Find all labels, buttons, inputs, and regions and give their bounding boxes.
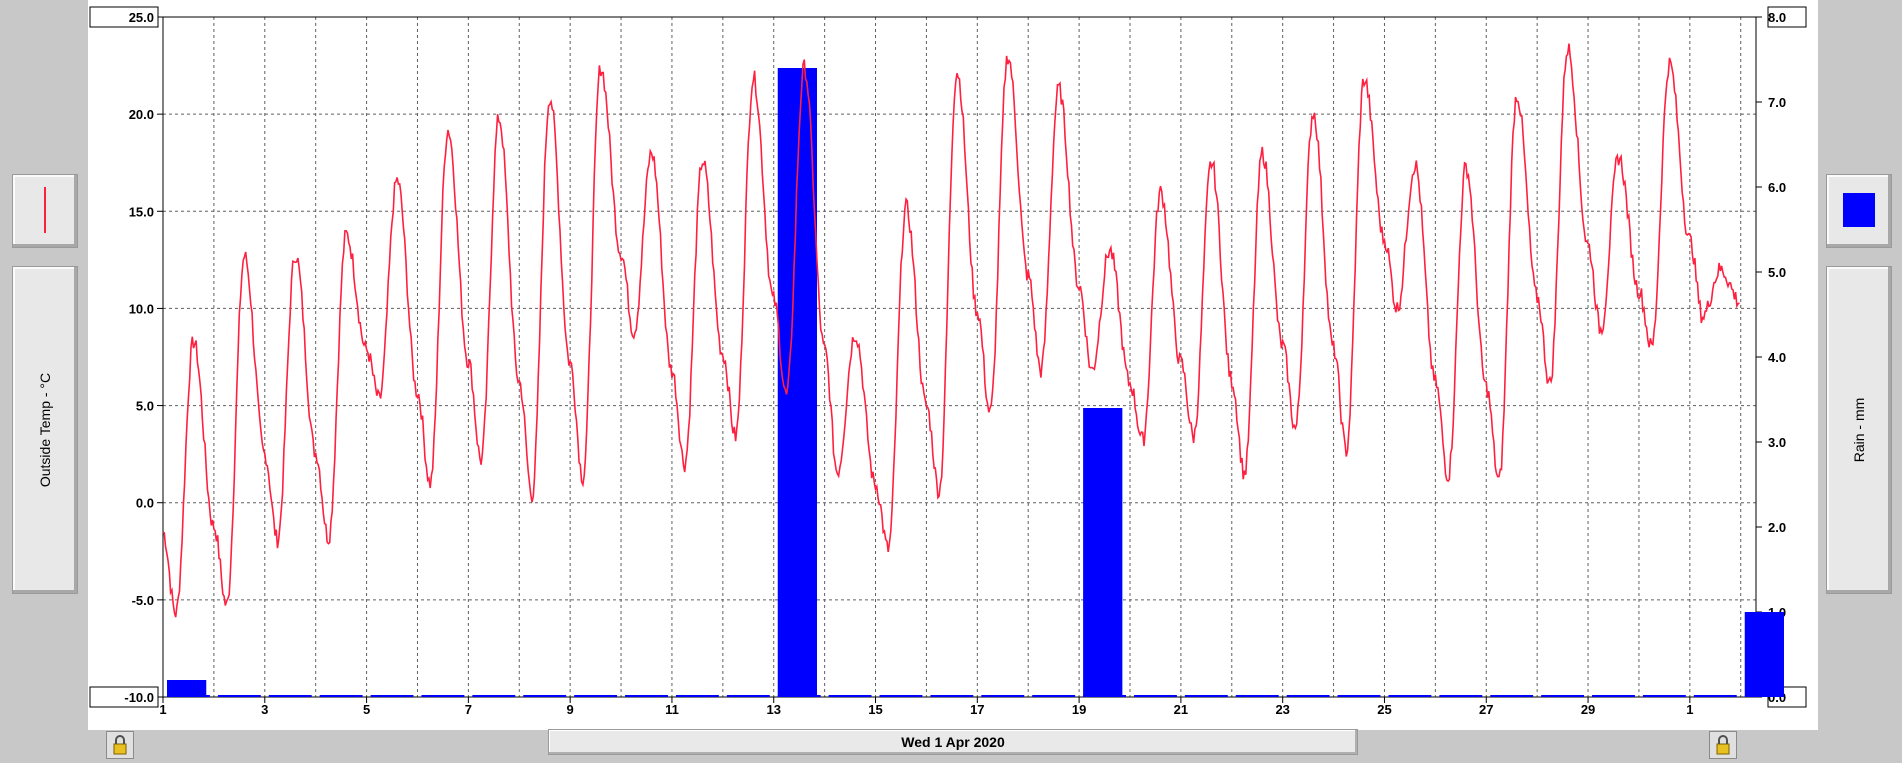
right-axis-end-box <box>1767 6 1807 28</box>
plot-frame <box>162 16 1757 698</box>
x-tick-label: 5 <box>363 702 370 717</box>
right-tick-label: 4.0 <box>1768 350 1786 365</box>
left-tick-label: -5.0 <box>132 593 154 608</box>
temp-axis-label-panel[interactable]: Outside Temp - °C <box>12 266 78 594</box>
x-tick-label: 7 <box>465 702 472 717</box>
rain-bar <box>1744 612 1784 697</box>
rain-axis-label-panel[interactable]: Rain - mm <box>1826 266 1892 594</box>
x-tick-label: 11 <box>665 702 679 717</box>
x-tick-label: 9 <box>567 702 574 717</box>
bar-swatch-icon <box>1843 193 1875 227</box>
padlock-icon[interactable] <box>1709 731 1737 759</box>
x-tick-label: 13 <box>767 702 781 717</box>
rain-bar <box>167 680 207 697</box>
rain-axis-label: Rain - mm <box>1851 397 1867 463</box>
right-tick-label: 5.0 <box>1768 265 1786 280</box>
chart-area: 25.0 20.0 15.0 10.0 5.0 0.0 -5.0 -10.0 8.0 7.0 6.0… <box>88 0 1818 730</box>
left-tick-label: 15.0 <box>129 204 154 219</box>
line-swatch-icon <box>44 187 46 233</box>
left-tick-label: 10.0 <box>129 301 154 316</box>
x-tick-label: 23 <box>1275 702 1289 717</box>
right-tick-label: 2.0 <box>1768 520 1786 535</box>
x-tick-label: 25 <box>1377 702 1391 717</box>
left-axis-end-box <box>89 6 159 28</box>
left-tick-label: 5.0 <box>136 399 154 414</box>
date-bar[interactable]: Wed 1 Apr 2020 <box>548 729 1358 755</box>
current-date-label: Wed 1 Apr 2020 <box>901 734 1005 750</box>
x-tick-label: 15 <box>868 702 882 717</box>
rain-legend-swatch[interactable] <box>1826 174 1892 248</box>
right-tick-label: 8.0 <box>1768 10 1786 25</box>
right-tick-label: 6.0 <box>1768 180 1786 195</box>
left-tick-label: 0.0 <box>136 496 154 511</box>
x-tick-label: 21 <box>1174 702 1188 717</box>
x-tick-label: 19 <box>1072 702 1086 717</box>
left-tick-label: 20.0 <box>129 107 154 122</box>
x-tick-label: 3 <box>261 702 268 717</box>
temp-legend-swatch[interactable] <box>12 174 78 248</box>
right-tick-label: 3.0 <box>1768 435 1786 450</box>
x-tick-label: 29 <box>1581 702 1595 717</box>
x-tick-label: 1 <box>159 702 166 717</box>
left-axis-end-box <box>89 686 159 708</box>
temperature-line <box>162 43 1740 618</box>
chart-svg: 25.020.015.010.05.00.0-5.0-10.08.07.06.0… <box>89 6 1807 717</box>
x-tick-label: 17 <box>970 702 984 717</box>
x-tick-label: 27 <box>1479 702 1493 717</box>
left-tick-label: -10.0 <box>124 690 154 705</box>
rain-bar <box>1083 408 1123 697</box>
right-tick-label: 7.0 <box>1768 95 1786 110</box>
temp-axis-label: Outside Temp - °C <box>37 372 53 488</box>
left-tick-label: 25.0 <box>129 10 154 25</box>
x-tick-label: 1 <box>1686 702 1693 717</box>
padlock-icon[interactable] <box>106 731 134 759</box>
